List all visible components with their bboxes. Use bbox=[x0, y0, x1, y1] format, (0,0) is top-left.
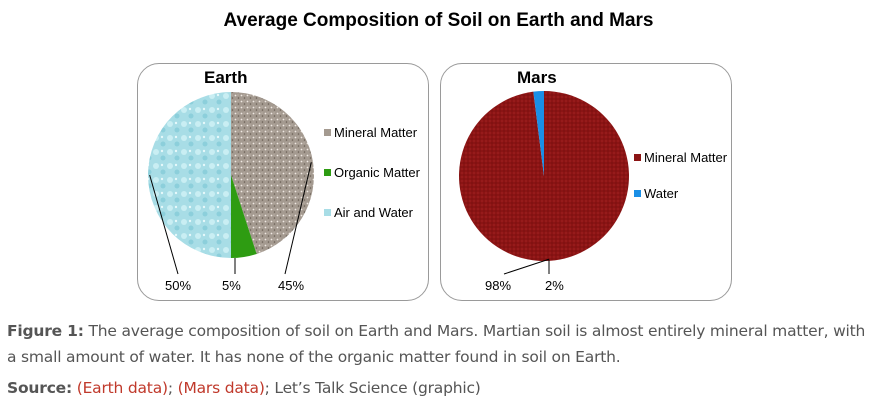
legend-swatch bbox=[634, 154, 641, 161]
mars-pct-water: 2% bbox=[545, 278, 564, 293]
source-separator: ; bbox=[167, 379, 173, 397]
legend-label: Water bbox=[644, 186, 679, 201]
legend-swatch bbox=[324, 169, 331, 176]
earth-data-link[interactable]: (Earth data) bbox=[76, 379, 168, 397]
legend-label: Mineral Matter bbox=[334, 125, 418, 140]
mars-pie-chart bbox=[459, 91, 629, 275]
legend-label: Air and Water bbox=[334, 205, 413, 220]
legend-item-mineral-matter: Mineral Matter bbox=[634, 150, 727, 165]
chart-title: Average Composition of Soil on Earth and… bbox=[223, 10, 654, 31]
pie-slice-water bbox=[533, 91, 544, 176]
legend-item-air-and-water: Air and Water bbox=[324, 205, 413, 220]
mars-data-link[interactable]: (Mars data) bbox=[177, 379, 265, 397]
legend-item-water: Water bbox=[634, 186, 678, 201]
leader-line bbox=[503, 258, 550, 275]
legend-swatch bbox=[324, 209, 331, 216]
pie-slice-organic-matter bbox=[231, 175, 257, 258]
legend-swatch bbox=[634, 190, 641, 197]
earth-chart-panel: Earth Minera bbox=[137, 63, 429, 301]
legend-label: Mineral Matter bbox=[644, 150, 728, 165]
earth-pie-chart bbox=[148, 92, 314, 275]
legend-item-mineral-matter: Mineral Matter bbox=[324, 125, 417, 140]
source-line: Source: (Earth data); (Mars data); Let’s… bbox=[7, 379, 481, 397]
legend-item-organic-matter: Organic Matter bbox=[324, 165, 420, 180]
earth-pct-mineral: 45% bbox=[278, 278, 305, 293]
mars-pct-mineral: 98% bbox=[485, 278, 512, 293]
earth-chart-title: Earth bbox=[204, 68, 248, 87]
pie-slice-air-and-water bbox=[148, 92, 231, 258]
leader-line bbox=[284, 162, 312, 275]
earth-pct-air-water: 50% bbox=[165, 278, 192, 293]
mars-chart-panel: Mars Mineral Matter Water 98% 2% bbox=[440, 63, 732, 301]
caption-label: Figure 1: bbox=[7, 322, 84, 340]
earth-pct-organic: 5% bbox=[222, 278, 241, 293]
source-label: Source: bbox=[7, 379, 72, 397]
legend-swatch bbox=[324, 129, 331, 136]
pie-slice-mineral-matter bbox=[231, 92, 314, 254]
leader-line bbox=[149, 174, 179, 275]
mars-chart-title: Mars bbox=[517, 68, 557, 87]
legend-label: Organic Matter bbox=[334, 165, 420, 180]
figure-caption: Figure 1: The average composition of soi… bbox=[7, 318, 867, 370]
caption-text: The average composition of soil on Earth… bbox=[7, 322, 866, 366]
source-attribution: ; Let’s Talk Science (graphic) bbox=[264, 379, 481, 397]
